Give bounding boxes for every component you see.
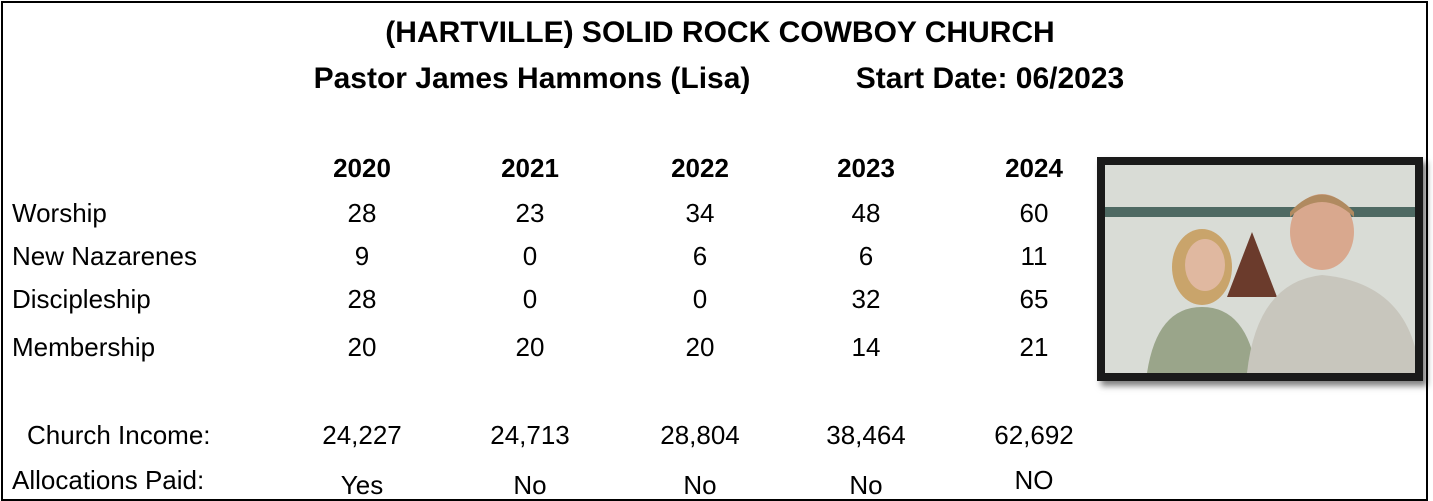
cell: 32: [851, 284, 881, 314]
row-label: Discipleship: [12, 284, 151, 314]
cell: 0: [692, 284, 708, 314]
cell: 14: [851, 332, 881, 362]
cell: 28: [347, 284, 377, 314]
row-label: Allocations Paid:: [12, 465, 205, 495]
cell: No: [513, 470, 547, 500]
cell: 20: [685, 332, 715, 362]
start-date: Start Date: 06/2023: [855, 62, 1125, 95]
cell: 28,804: [660, 420, 740, 450]
cell: 38,464: [826, 420, 906, 450]
cell: 20: [347, 332, 377, 362]
cell: 62,692: [994, 420, 1074, 450]
cell: 24,713: [490, 420, 570, 450]
cell: 24,227: [322, 420, 402, 450]
column-header: 2023: [837, 153, 895, 183]
cell: 9: [354, 241, 370, 271]
cell: No: [683, 470, 717, 500]
cell: Yes: [340, 470, 384, 500]
title: (HARTVILLE) SOLID ROCK COWBOY CHURCH: [385, 16, 1055, 49]
column-header: 2020: [333, 153, 391, 183]
pastor: Pastor James Hammons (Lisa): [313, 62, 751, 95]
cell: 48: [851, 198, 881, 228]
cell: 6: [858, 241, 874, 271]
cell: 34: [685, 198, 715, 228]
cell: 11: [1020, 241, 1048, 271]
row-label: New Nazarenes: [12, 241, 197, 271]
cell: 60: [1019, 198, 1049, 228]
row-label: Church Income:: [27, 420, 211, 450]
column-header: 2022: [671, 153, 729, 183]
row-label: Worship: [12, 198, 107, 228]
cell: 23: [515, 198, 545, 228]
column-header: 2024: [1005, 153, 1063, 183]
row-label: Membership: [12, 332, 156, 362]
cell: 0: [522, 241, 538, 271]
cell: 0: [522, 284, 538, 314]
cell: 65: [1019, 284, 1049, 314]
cell: 28: [347, 198, 377, 228]
column-header: 2021: [501, 153, 559, 183]
cell: 6: [692, 241, 708, 271]
cell: NO: [1014, 465, 1054, 495]
cell: 20: [515, 332, 545, 362]
cell: No: [849, 470, 883, 500]
cell: 21: [1019, 332, 1049, 362]
photo: [1097, 157, 1423, 381]
